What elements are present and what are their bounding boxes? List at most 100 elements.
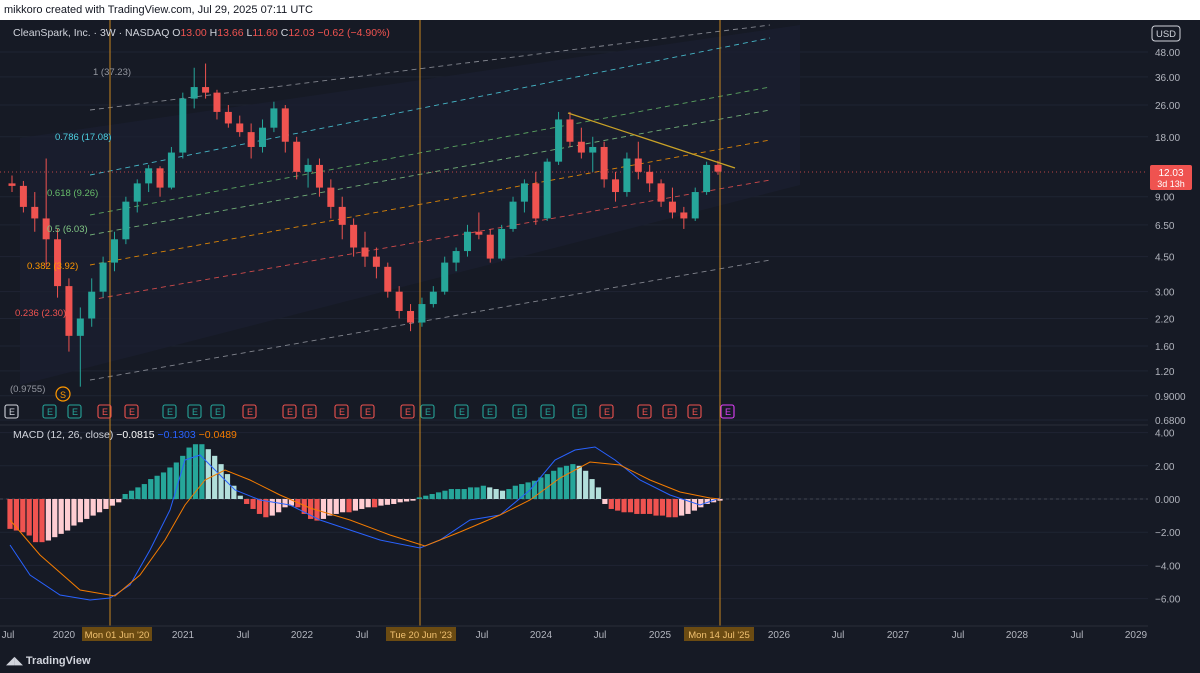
macd-tick-label: 2.00 [1155,462,1175,473]
earnings-marker [482,404,497,419]
dividend-marker [55,386,71,402]
earnings-marker-label: E [517,407,523,417]
last-price-value: 12.03 [1158,168,1183,179]
legend-part: L [246,27,252,39]
time-tick-label: Jul [237,630,250,641]
candle-body [441,262,449,292]
tradingview-logo-icon: ◢◣ [6,655,23,667]
macd-histogram-bar [26,499,32,536]
macd-histogram-bar [212,455,218,499]
macd-histogram-bar [589,479,595,499]
candle-body [475,231,483,235]
candle-body [156,168,164,188]
macd-histogram-bar [231,485,237,499]
macd-histogram-bar [141,484,147,499]
candle-body [555,119,563,162]
macd-histogram-bar [256,499,263,514]
candle-body [395,291,403,311]
macd-histogram-bar [679,499,685,516]
candle-body [520,183,528,202]
macd-histogram-bar [557,467,563,499]
candle-body [270,108,278,128]
macd-histogram-bar [167,467,173,499]
price-tick-label: 1.20 [1155,367,1175,378]
macd-pane [0,444,1148,601]
earnings-marker-label: E [215,407,221,417]
candle-body [315,164,323,188]
countdown-label: 3d 13h [1157,179,1185,189]
price-tick-label: 9.00 [1155,193,1175,204]
macd-tick-label: −6.00 [1155,595,1181,606]
macd-histogram-bar [551,470,557,499]
candle-body [589,146,597,153]
candle-body [646,171,654,184]
price-tick-label: 0.6800 [1155,416,1186,427]
price-axis[interactable]: USD 48.00 36.00 26.00 18.00 9.00 6.50 4.50 3.00 2… [1148,20,1200,642]
macd-histogram-bar [84,499,90,519]
legend-part: H [210,27,218,39]
legend-part: 12.03 [288,27,317,39]
candle-body [577,141,585,153]
macd-histogram-bar [352,499,359,511]
fib-level-label: 0.382 (3.92) [27,261,78,272]
macd-histogram-bar [519,484,525,499]
macd-histogram-bar [378,499,384,506]
tradingview-logo[interactable]: ◢◣ TradingView [6,654,91,667]
macd-histogram-bar [512,485,518,499]
fib-level-label: 0.786 (17.08) [55,132,112,143]
macd-histogram-bar [493,489,499,499]
macd-histogram-bar [7,499,13,529]
time-tick-label: 2027 [887,630,910,641]
candle-body [463,231,471,252]
macd-histogram-bar [544,474,550,499]
price-tick-label: 0.9000 [1155,392,1186,403]
candle-body [543,161,551,219]
macd-histogram-bar [608,499,614,509]
time-tick-label: Jul [1071,630,1084,641]
macd-histogram-bar [263,499,269,518]
macd-histogram-bar [122,494,128,499]
time-tick-label: Jul [2,630,15,641]
candle-body [327,187,335,207]
fib-channel [0,24,1148,385]
candle-body [384,266,392,292]
price-chart[interactable]: E E E E E E E E E E E E E E E E E E E E E E E E ES 1 (37.23)0.78… [0,20,1148,642]
macd-histogram-bar [340,499,346,513]
macd-histogram-bar [365,499,371,508]
channel-fill [20,25,800,385]
candle-body [714,164,722,172]
earnings-marker [162,404,177,419]
earnings-marker-label: E [365,407,371,417]
candle-body [657,183,665,202]
earnings-marker-label: E [425,407,431,417]
earnings-marker [67,404,82,419]
macd-histogram-bar [435,492,442,499]
vline-date-label: Mon 01 Jun '20 [85,630,150,641]
macd-histogram-bar [52,499,58,538]
macd-histogram-bar [621,499,627,513]
channel-line [89,109,771,236]
legend-part: −0.62 (−4.90%) [318,27,390,39]
macd-histogram-bar [173,462,179,499]
macd-histogram-bar [698,499,704,508]
earnings-marker [454,404,469,419]
candle-body [486,234,494,259]
macd-histogram-bar [672,499,678,518]
macd-histogram-bar [634,499,640,514]
macd-legend-part: MACD (12, 26, close) [13,429,116,441]
currency-label: USD [1156,29,1176,40]
macd-histogram-bar [423,495,429,499]
macd-histogram-bar [192,444,199,499]
macd-histogram-bar [224,474,231,499]
macd-histogram-bar [128,490,135,499]
earnings-marker-label: E [47,407,53,417]
candle-body [281,108,289,142]
time-tick-label: 2020 [53,630,76,641]
candle-body [372,256,380,267]
legend-part: O [172,27,180,39]
price-tick-label: 36.00 [1155,73,1180,84]
time-tick-label: 2025 [649,630,672,641]
earnings-marker-label: E [192,407,198,417]
macd-histogram-bar [615,499,621,511]
